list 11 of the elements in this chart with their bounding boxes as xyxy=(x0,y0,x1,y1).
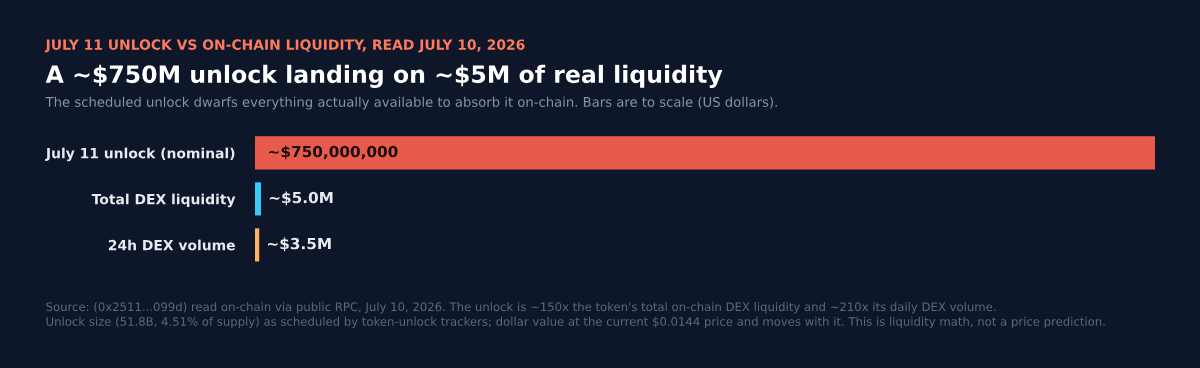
data-label: ~$750,000,000 xyxy=(269,145,398,160)
y-tick-label: 24h DEX volume xyxy=(108,239,235,251)
y-tick-label: July 11 unlock (nominal) xyxy=(45,147,235,162)
y-tick-label: Total DEX liquidity xyxy=(91,193,236,208)
chart-subtitle: JULY 11 UNLOCK VS ON-CHAIN LIQUIDITY, READ JULY 10, 2026 xyxy=(44,39,525,53)
text: The scheduled unlock dwarfs everything actually available to absorb it on-chain. Bars are to scale (US dollars). xyxy=(45,96,777,110)
chart-title: A ~$750M unlock landing on ~$5M of real liquidity xyxy=(45,64,723,88)
text: Unlock size (51.8B, 4.51% of supply) as scheduled by token-unlock trackers; dollar value at the current $0.0144 price and moves with it. This is liquidity math, not a price prediction. xyxy=(46,316,1105,329)
data-label: ~$5.0M xyxy=(269,191,333,206)
source-note: Source: (0x2511...099d) read on-chain via public RPC, July 10, 2026. The unlock is ~150x the token's total on-chain DEX liquidity and ~210x its daily DEX volume. xyxy=(46,302,996,314)
data-label: ~$3.5M xyxy=(268,237,331,252)
